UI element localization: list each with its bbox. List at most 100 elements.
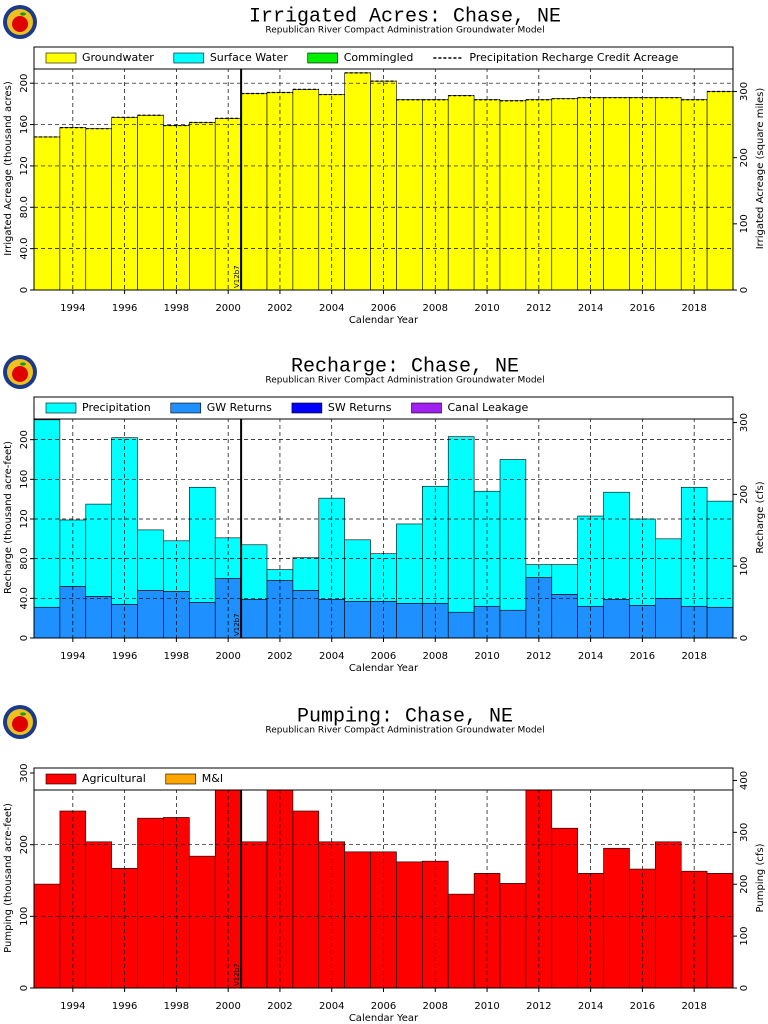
y-tick-label: 120 bbox=[19, 509, 30, 528]
x-tick-label: 2004 bbox=[319, 303, 344, 314]
legend-swatch bbox=[45, 52, 77, 64]
bar bbox=[85, 503, 112, 597]
y-axis-label: Irrigated Acreage (thousand acres) bbox=[3, 81, 14, 256]
y2-tick-label: 100 bbox=[739, 214, 750, 233]
x-tick-label: 2008 bbox=[423, 1001, 448, 1012]
bar bbox=[447, 436, 475, 613]
x-tick-label: 1998 bbox=[164, 303, 189, 314]
annotation-label: V12b7 bbox=[233, 265, 241, 288]
y-tick-label: 80.0 bbox=[19, 196, 30, 218]
x-tick-label: 2004 bbox=[319, 1001, 344, 1012]
bar bbox=[525, 769, 553, 989]
bar bbox=[706, 873, 734, 989]
y2-tick-label: 0 bbox=[739, 635, 750, 641]
annotation-label: V12b7 bbox=[233, 963, 241, 986]
y2-tick-label: 200 bbox=[739, 485, 750, 504]
x-tick-label: 2010 bbox=[474, 651, 499, 662]
y-tick-label: 200 bbox=[19, 74, 30, 93]
y2-tick-label: 200 bbox=[739, 148, 750, 167]
legend-swatch bbox=[45, 402, 77, 414]
bar bbox=[655, 598, 682, 639]
bar bbox=[447, 611, 475, 639]
bar bbox=[706, 500, 734, 608]
bar bbox=[603, 847, 630, 989]
x-tick-label: 2006 bbox=[371, 1001, 396, 1012]
chart-title: Pumping: Chase, NE bbox=[297, 705, 513, 728]
x-tick-label: 1996 bbox=[112, 651, 137, 662]
y-axis-label: Recharge (thousand acre-feet) bbox=[3, 441, 14, 594]
bar bbox=[370, 80, 397, 291]
bar bbox=[396, 602, 423, 639]
legend-swatch bbox=[411, 402, 442, 414]
x-tick-label: 2018 bbox=[681, 1001, 706, 1012]
bar bbox=[189, 486, 216, 603]
y-tick-label: 0 bbox=[19, 635, 30, 641]
bar bbox=[344, 851, 371, 989]
bar bbox=[111, 868, 138, 989]
y2-axis-label: Recharge (cfs) bbox=[755, 481, 766, 553]
y2-axis-label: Pumping (cfs) bbox=[755, 843, 766, 912]
bar bbox=[33, 136, 61, 291]
bar bbox=[396, 861, 423, 989]
bar bbox=[111, 437, 138, 605]
bar bbox=[344, 539, 371, 602]
y-tick-label: 300 bbox=[19, 763, 30, 782]
x-tick-label: 2010 bbox=[474, 303, 499, 314]
bar bbox=[370, 601, 397, 639]
bar bbox=[85, 596, 112, 639]
y2-tick-label: 100 bbox=[739, 557, 750, 576]
x-tick-label: 2000 bbox=[215, 651, 240, 662]
chart-subtitle: Republican River Compact Administration … bbox=[265, 26, 544, 36]
y2-tick-label: 300 bbox=[739, 823, 750, 842]
y2-tick-label: 300 bbox=[739, 82, 750, 101]
x-tick-label: 2002 bbox=[267, 1001, 292, 1012]
legend-box bbox=[33, 46, 734, 70]
x-tick-label: 2016 bbox=[630, 651, 655, 662]
y-tick-label: 120 bbox=[19, 156, 30, 175]
bar bbox=[137, 529, 164, 591]
x-tick-label: 1996 bbox=[112, 303, 137, 314]
bar bbox=[551, 594, 578, 639]
x-tick-label: 2002 bbox=[267, 303, 292, 314]
bar bbox=[706, 91, 734, 291]
bar bbox=[189, 601, 216, 639]
bar bbox=[189, 122, 216, 291]
x-tick-label: 2000 bbox=[215, 303, 240, 314]
legend-label: M&I bbox=[202, 772, 223, 785]
x-tick-label: 2014 bbox=[578, 651, 603, 662]
x-axis-label: Calendar Year bbox=[349, 1013, 419, 1024]
bar bbox=[292, 590, 320, 639]
bar bbox=[344, 72, 371, 291]
chart-subtitle: Republican River Compact Administration … bbox=[265, 376, 544, 386]
x-tick-label: 2016 bbox=[630, 303, 655, 314]
x-tick-label: 2002 bbox=[267, 651, 292, 662]
legend-label: Surface Water bbox=[210, 51, 288, 64]
bar bbox=[447, 893, 475, 989]
bar bbox=[499, 609, 527, 639]
logo-apple bbox=[12, 716, 28, 732]
x-tick-label: 2014 bbox=[578, 1001, 603, 1012]
y-tick-label: 200 bbox=[19, 835, 30, 854]
logo-leaf bbox=[20, 362, 26, 366]
bar bbox=[706, 606, 734, 639]
x-tick-label: 1998 bbox=[164, 651, 189, 662]
bar bbox=[551, 98, 578, 291]
legend-swatch bbox=[173, 52, 205, 64]
bar bbox=[447, 95, 475, 291]
bar bbox=[85, 128, 112, 291]
x-tick-label: 2016 bbox=[630, 1001, 655, 1012]
y-tick-label: 40.0 bbox=[19, 587, 30, 609]
bar bbox=[292, 810, 320, 989]
bar bbox=[85, 841, 112, 989]
bar bbox=[551, 827, 578, 989]
legend-box bbox=[33, 767, 734, 791]
bar bbox=[344, 601, 371, 639]
x-tick-label: 1996 bbox=[112, 1001, 137, 1012]
logo-apple bbox=[12, 366, 28, 382]
y-axis-label: Pumping (thousand acre-feet) bbox=[3, 803, 14, 953]
bar bbox=[33, 419, 61, 608]
logo-apple bbox=[12, 16, 28, 32]
annotation-label: V12b7 bbox=[233, 613, 241, 636]
bar bbox=[240, 544, 268, 600]
x-tick-label: 1994 bbox=[60, 1001, 85, 1012]
